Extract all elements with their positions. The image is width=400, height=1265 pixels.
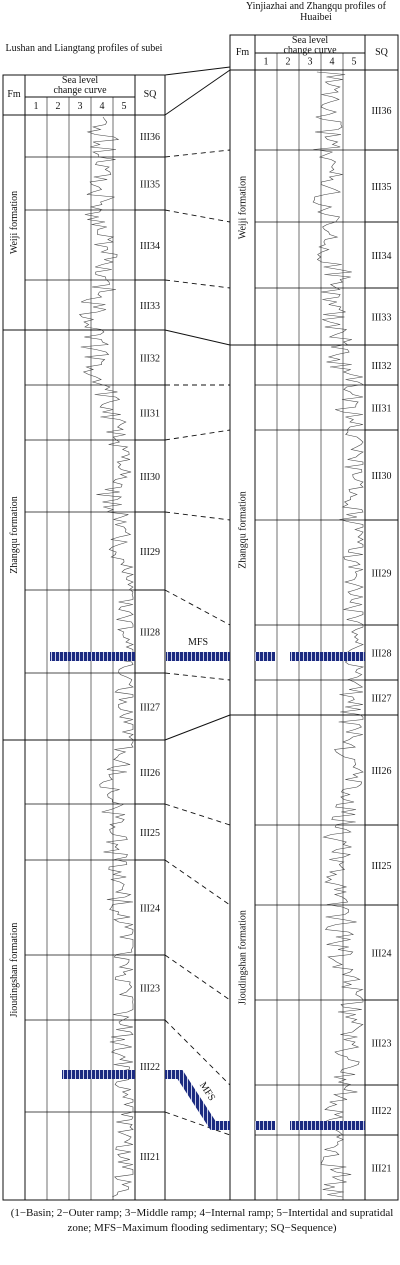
rule [164,69,231,116]
rule [164,714,231,741]
column-number: 5 [122,101,127,112]
rule [164,954,231,1001]
mfs-label: MFS [188,637,208,648]
column-number: 2 [286,57,291,68]
sequence-label: III31 [372,404,392,415]
rule [164,803,231,826]
sequence-label: III27 [372,694,392,705]
formation-label: Weiji formation [238,176,249,239]
sequence-label: III24 [372,949,392,960]
caption: (1−Basin; 2−Outer ramp; 3−Middle ramp; 4… [10,1207,394,1234]
sequence-label: III27 [140,703,160,714]
sequence-label: III29 [140,547,160,558]
sequence-label: III21 [372,1164,392,1175]
column-number: 1 [264,57,269,68]
table-frame [229,34,399,1201]
profile-title: Yinjiazhai and Zhangqu profiles of Huaib… [246,1,386,23]
sequence-label: III23 [372,1039,392,1050]
formation-label: Jioudingshan formation [9,923,20,1018]
sequence-label: III25 [140,828,160,839]
profile-title: Lushan and Liangtang profiles of subei [5,43,163,54]
rule [164,209,231,223]
column-number: 3 [308,57,313,68]
formation-label: Jioudingshan formation [238,910,249,1005]
rule [164,672,231,681]
sequence-label: III32 [140,354,160,365]
rule [164,429,231,441]
sq-header: SQ [375,46,388,58]
sequence-label: III33 [372,313,392,324]
rule [164,1019,231,1086]
sequence-label: III28 [140,628,160,639]
sequence-label: III26 [140,768,160,779]
formation-label: Zhangqu formation [9,496,20,573]
mfs-band [165,1070,230,1130]
curve-header: Sea level change curve [53,75,107,96]
mfs-band [290,652,365,661]
column-number: 5 [352,57,357,68]
sequence-label: III26 [372,766,392,777]
formation-label: Weiji formation [9,191,20,254]
rule [164,859,231,906]
column-number: 4 [330,57,335,68]
sequence-label: III25 [372,861,392,872]
rule [164,511,231,521]
fm-header: Fm [235,46,250,58]
rule [164,329,231,346]
mfs-band [62,1070,135,1079]
sequence-label: III22 [140,1062,160,1073]
rule [164,279,231,289]
table-frame [2,74,166,1201]
sequence-label: III35 [140,180,160,191]
sequence-label: III28 [372,649,392,660]
column-number: 4 [100,101,105,112]
sea-level-curve [312,71,365,1198]
fm-header: Fm [7,89,21,100]
mfs-band [50,652,135,661]
sequence-label: III32 [372,361,392,372]
column-number: 1 [34,101,39,112]
rule [164,589,231,626]
sequence-label: III34 [372,251,392,262]
sequence-label: III22 [372,1106,392,1117]
sequence-label: III24 [140,904,160,915]
sq-header: SQ [143,89,157,100]
mfs-band [290,1121,365,1130]
sequence-label: III21 [140,1152,160,1163]
mfs-band [255,1121,275,1130]
rule [164,66,231,76]
sequence-label: III36 [140,132,160,143]
sequence-label: III23 [140,984,160,995]
mfs-band [166,652,230,661]
sequence-label: III29 [372,569,392,580]
column-number: 3 [78,101,83,112]
sequence-label: III33 [140,301,160,312]
mfs-band [255,652,275,661]
sequence-label: III31 [140,409,160,420]
rule [164,149,231,158]
sequence-label: III36 [372,106,392,117]
rule [164,1111,231,1136]
curve-header: Sea level change curve [283,35,337,56]
sequence-label: III30 [140,472,160,483]
sequence-label: III30 [372,471,392,482]
sequence-label: III34 [140,241,160,252]
sequence-label: III35 [372,182,392,193]
formation-label: Zhangqu formation [238,491,249,568]
column-number: 2 [56,101,61,112]
